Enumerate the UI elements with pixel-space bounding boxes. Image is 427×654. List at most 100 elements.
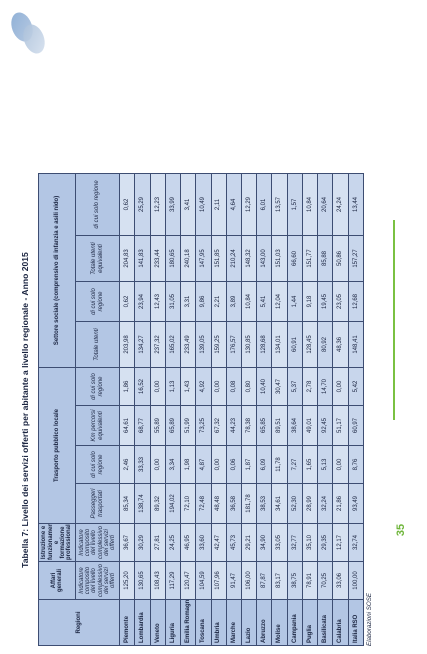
value-cell: 67,32 — [211, 405, 227, 446]
value-cell: 117,29 — [165, 561, 181, 600]
table-row: Basilicata 70,25 29,35 32,24 5,13 92,45 14,70 8… — [317, 173, 333, 646]
page-divider-line — [393, 220, 395, 420]
region-name-cell: Marche — [226, 599, 242, 646]
value-cell: 3,41 — [180, 173, 196, 236]
region-name-cell: Calabria — [332, 599, 349, 646]
region-name-cell: Abruzzo — [256, 599, 272, 646]
value-cell: 48,48 — [211, 483, 227, 524]
value-cell: 1,43 — [180, 367, 196, 406]
value-cell: 204,83 — [119, 235, 135, 282]
subheader-km: Km percorsi equivalenti — [75, 405, 120, 446]
value-cell: 0,00 — [150, 367, 166, 406]
value-cell: 65,85 — [256, 405, 272, 446]
subheader-utenti: Totale utenti — [75, 321, 120, 368]
value-cell: 38,64 — [287, 405, 303, 446]
value-cell: 42,47 — [211, 523, 227, 562]
value-cell: 10,84 — [241, 281, 257, 322]
table-row: Emilia Romagna 120,47 46,95 72,10 1,98 51,99 1… — [180, 173, 196, 646]
value-cell: 89,51 — [271, 405, 288, 446]
value-cell: 157,27 — [348, 235, 364, 282]
value-cell: 2,78 — [302, 367, 318, 406]
value-cell: 27,81 — [150, 523, 166, 562]
table-row: Umbria 107,96 42,47 48,48 0,00 67,32 0,00 159,2… — [211, 173, 227, 646]
value-cell: 6,09 — [256, 445, 272, 484]
value-cell: 29,35 — [317, 523, 333, 562]
value-cell: 48,36 — [332, 321, 349, 368]
value-cell: 12,29 — [241, 173, 257, 236]
value-cell: 8,76 — [348, 445, 364, 484]
value-cell: 1,13 — [165, 367, 181, 406]
value-cell: 32,77 — [287, 523, 303, 562]
value-cell: 45,73 — [226, 523, 242, 562]
table-body: Piemonte 125,20 36,67 85,34 2,46 64,61 1,86 203… — [119, 173, 364, 646]
value-cell: 93,49 — [348, 483, 364, 524]
value-cell: 0,62 — [119, 173, 135, 236]
value-cell: 108,43 — [150, 561, 166, 600]
value-cell: 72,48 — [195, 483, 212, 524]
value-cell: 0,00 — [150, 445, 166, 484]
subheader-utenti-equivalenti: Totale utenti equivalenti — [75, 235, 120, 282]
value-cell: 66,60 — [287, 235, 303, 282]
value-cell: 52,30 — [287, 483, 303, 524]
value-cell: 233,49 — [180, 321, 196, 368]
region-name-cell: Basilicata — [317, 599, 333, 646]
value-cell: 44,23 — [226, 405, 242, 446]
value-cell: 106,00 — [241, 561, 257, 600]
value-cell: 138,74 — [134, 483, 151, 524]
value-cell: 13,57 — [271, 173, 288, 236]
value-cell: 78,91 — [302, 561, 318, 600]
value-cell: 5,37 — [287, 367, 303, 406]
logo — [4, 4, 52, 60]
value-cell: 128,68 — [256, 321, 272, 368]
value-cell: 107,96 — [211, 561, 227, 600]
table-title: Tabella 7: Livello dei servizi offerti p… — [20, 252, 30, 568]
value-cell: 16,52 — [134, 367, 151, 406]
value-cell: 1,87 — [241, 445, 257, 484]
value-cell: 33,05 — [271, 523, 288, 562]
header-affari-generali: Affari generali — [38, 561, 76, 600]
value-cell: 0,80 — [241, 367, 257, 406]
table-row: Toscana 104,59 33,60 72,48 4,87 73,25 4,92 139,… — [195, 173, 212, 646]
region-name-cell: Puglia — [302, 599, 318, 646]
value-cell: 147,95 — [195, 235, 212, 282]
value-cell: 60,91 — [287, 321, 303, 368]
value-cell: 165,02 — [165, 321, 181, 368]
subheader-passeggeri: Passeggeri trasportati — [75, 483, 120, 524]
value-cell: 7,27 — [287, 445, 303, 484]
value-cell: 34,61 — [271, 483, 288, 524]
value-cell: 21,86 — [332, 483, 349, 524]
region-name-cell: Italia RSO — [348, 599, 364, 646]
value-cell: 233,44 — [150, 235, 166, 282]
value-cell: 0,00 — [211, 445, 227, 484]
value-cell: 151,85 — [211, 235, 227, 282]
value-cell: 33,33 — [134, 445, 151, 484]
value-cell: 210,24 — [226, 235, 242, 282]
value-cell: 9,18 — [302, 281, 318, 322]
value-cell: 128,45 — [302, 321, 318, 368]
source-note: Elaborazioni SOSE — [366, 593, 373, 646]
value-cell: 143,00 — [256, 235, 272, 282]
value-cell: 85,34 — [119, 483, 135, 524]
subheader-istr-indicatore: Indicatore composito del livello comples… — [75, 523, 120, 562]
value-cell: 31,05 — [165, 281, 181, 322]
region-name-cell: Molise — [271, 599, 288, 646]
value-cell: 85,88 — [317, 235, 333, 282]
value-cell: 33,06 — [332, 561, 349, 600]
value-cell: 12,04 — [271, 281, 288, 322]
value-cell: 33,60 — [195, 523, 212, 562]
value-cell: 2,11 — [211, 173, 227, 236]
region-name-cell: Piemonte — [119, 599, 135, 646]
value-cell: 3,89 — [226, 281, 242, 322]
value-cell: 23,05 — [332, 281, 349, 322]
value-cell: 32,24 — [317, 483, 333, 524]
value-cell: 83,17 — [271, 561, 288, 600]
value-cell: 25,29 — [134, 173, 151, 236]
value-cell: 33,99 — [165, 173, 181, 236]
value-cell: 65,89 — [165, 405, 181, 446]
value-cell: 130,65 — [134, 561, 151, 600]
value-cell: 130,85 — [241, 321, 257, 368]
region-name-cell: Veneto — [150, 599, 166, 646]
value-cell: 38,53 — [256, 483, 272, 524]
value-cell: 24,25 — [165, 523, 181, 562]
value-cell: 35,10 — [302, 523, 318, 562]
